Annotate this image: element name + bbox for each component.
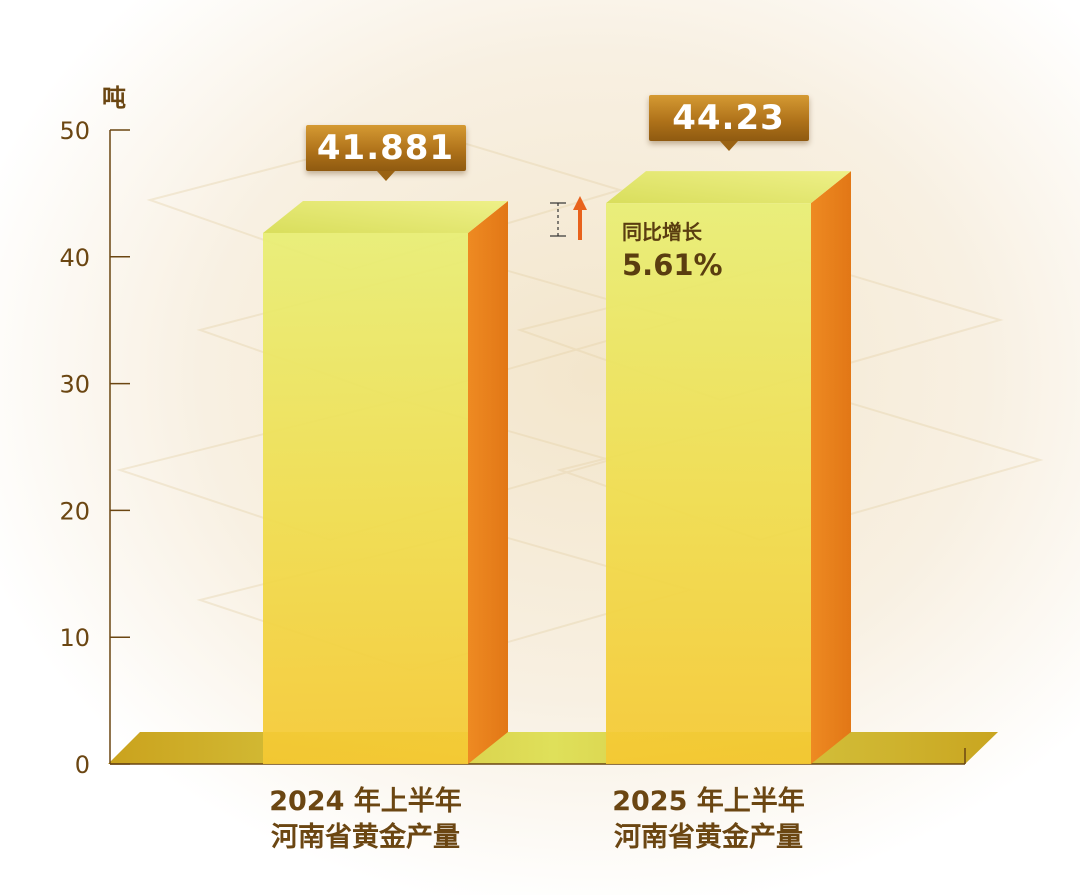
bar-1 <box>263 200 508 764</box>
category-label: 2025 年上半年 河南省黄金产量 <box>612 786 805 853</box>
y-tick-label: 50 <box>59 117 90 145</box>
y-tick-label: 20 <box>59 497 90 525</box>
bar-side-face <box>468 200 508 764</box>
chart-floor <box>108 732 998 764</box>
y-tick-label: 10 <box>59 624 90 652</box>
value-label: 44.23 <box>648 95 809 152</box>
y-tick-label: 40 <box>59 244 90 272</box>
bars <box>263 171 851 765</box>
bar-side-face <box>811 171 851 765</box>
y-axis: 0 10 20 30 40 50 <box>59 117 965 779</box>
floor-plane <box>108 732 998 764</box>
bar-front-face <box>606 203 811 765</box>
y-tick-label: 30 <box>59 371 90 399</box>
growth-label: 同比增长 <box>622 220 702 244</box>
bar-front-face <box>263 232 468 764</box>
growth-value: 5.61% <box>622 248 723 282</box>
growth-arrow-icon <box>550 196 587 240</box>
bar-top-face <box>606 171 851 204</box>
value-label: 41.881 <box>305 124 466 181</box>
arrow-head <box>573 196 587 210</box>
bar-top-face <box>263 200 508 233</box>
y-tick-label: 0 <box>75 751 90 779</box>
y-axis-unit: 吨 <box>102 84 126 112</box>
bar-2 <box>606 171 851 765</box>
category-label: 2024 年上半年 河南省黄金产量 <box>269 786 462 853</box>
